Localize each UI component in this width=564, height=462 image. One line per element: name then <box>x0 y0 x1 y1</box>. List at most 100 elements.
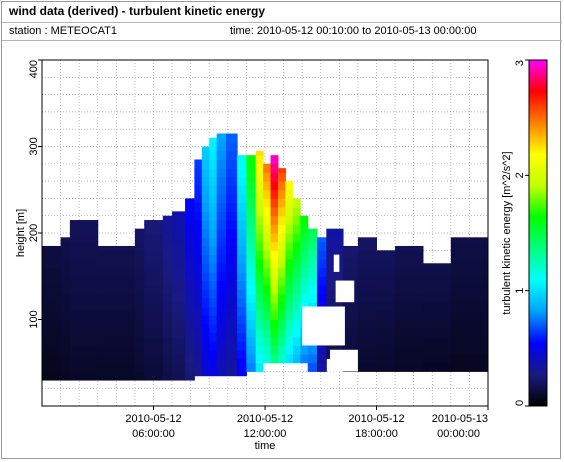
heatmap-cell <box>300 293 309 303</box>
heatmap-cell <box>270 250 279 260</box>
heatmap-cell <box>422 263 452 269</box>
heatmap-cell <box>357 336 377 346</box>
heatmap-cell <box>216 202 227 212</box>
heatmap-cell <box>194 306 203 316</box>
heatmap-cell <box>292 258 301 269</box>
heatmap-cell <box>201 358 210 368</box>
time-range-label: time: 2010-05-12 00:10:00 to 2010-05-13 … <box>230 25 477 37</box>
heatmap-cell <box>376 362 396 372</box>
heatmap-cell <box>270 224 279 234</box>
heatmap-cell <box>209 306 218 316</box>
heatmap-cell <box>144 220 164 225</box>
heatmap-cell <box>60 362 71 372</box>
heatmap-cell <box>255 258 264 269</box>
heatmap-cell <box>134 345 145 355</box>
heatmap-cell <box>307 267 318 277</box>
heatmap-cell <box>307 228 318 234</box>
heatmap-cell <box>194 168 203 178</box>
heatmap-cell <box>172 336 186 346</box>
heatmap-cell <box>144 233 164 243</box>
heatmap-cell <box>357 302 377 312</box>
heatmap-cell <box>278 168 286 173</box>
heatmap-cell <box>216 194 227 204</box>
heatmap-cell <box>185 250 195 260</box>
y-tick-label: 300 <box>28 137 40 155</box>
y-tick-label: 200 <box>28 224 40 242</box>
heatmap-cell <box>185 224 195 234</box>
heatmap-cell <box>255 267 264 277</box>
heatmap-cell <box>292 224 301 234</box>
heatmap-cell <box>357 258 377 269</box>
heatmap-cell <box>285 336 294 346</box>
heatmap-cell <box>376 302 396 312</box>
heatmap-cell <box>357 241 377 251</box>
heatmap-cell <box>172 211 186 217</box>
heatmap-cell <box>255 163 264 173</box>
heatmap-cell <box>317 362 327 372</box>
heatmap-cell <box>246 224 257 234</box>
heatmap-cell <box>185 233 195 243</box>
heatmap-cell <box>209 168 218 178</box>
heatmap-cell <box>246 163 257 173</box>
heatmap-cell <box>255 198 264 208</box>
heatmap-cell <box>97 336 136 346</box>
heatmap-cell <box>185 284 195 295</box>
heatmap-cell <box>162 284 173 295</box>
heatmap-cell <box>395 284 424 295</box>
heatmap-cell <box>237 155 247 160</box>
heatmap-cell <box>172 302 186 312</box>
heatmap-cell <box>357 267 377 277</box>
heatmap-column <box>216 133 227 377</box>
heatmap-cell <box>237 185 247 195</box>
heatmap-cell <box>376 250 396 260</box>
heatmap-cell <box>194 228 203 238</box>
heatmap-cell <box>357 250 377 260</box>
heatmap-cell <box>317 284 327 295</box>
heatmap-cell <box>97 245 136 251</box>
heatmap-cell <box>255 233 264 243</box>
heatmap-cell <box>285 276 294 286</box>
heatmap-cell <box>263 293 272 303</box>
heatmap-cell <box>144 250 164 260</box>
heatmap-cell <box>285 215 294 225</box>
heatmap-cell <box>162 215 173 225</box>
heatmap-cell <box>134 362 145 372</box>
heatmap-cell <box>185 319 195 329</box>
heatmap-cell <box>172 241 186 251</box>
heatmap-cell <box>246 172 257 182</box>
heatmap-cell <box>225 289 238 299</box>
heatmap-cell <box>201 185 210 195</box>
heatmap-cell <box>326 237 344 247</box>
heatmap-cell <box>285 224 294 234</box>
heatmap-cell <box>216 367 227 377</box>
missing-data-region <box>302 306 345 346</box>
heatmap-cell <box>134 371 145 381</box>
heatmap-column <box>450 237 488 372</box>
heatmap-cell <box>285 293 294 303</box>
heatmap-cell <box>376 354 396 364</box>
heatmap-cell <box>237 168 247 178</box>
heatmap-cell <box>225 263 238 273</box>
heatmap-cell <box>395 245 424 251</box>
heatmap-cell <box>343 328 359 338</box>
colorbar-tick-label: 3 <box>514 60 526 66</box>
heatmap-cell <box>144 241 164 251</box>
heatmap-cell <box>292 336 301 346</box>
heatmap-cell <box>162 328 173 338</box>
heatmap-cell <box>270 310 279 320</box>
heatmap-cell <box>255 250 264 260</box>
heatmap-cell <box>201 159 210 169</box>
heatmap-cell <box>270 336 279 346</box>
missing-data-region <box>330 349 358 372</box>
heatmap-cell <box>317 267 327 277</box>
colorbar-ticks: 0 1 2 3 <box>514 59 529 407</box>
heatmap-cell <box>225 254 238 264</box>
heatmap-cell <box>216 332 227 342</box>
heatmap-cell <box>307 284 318 295</box>
heatmap-cell <box>60 336 71 346</box>
heatmap-cell <box>42 302 62 312</box>
heatmap-cell <box>357 276 377 286</box>
heatmap-cell <box>162 310 173 320</box>
chart-title: wind data (derived) - turbulent kinetic … <box>9 4 266 18</box>
